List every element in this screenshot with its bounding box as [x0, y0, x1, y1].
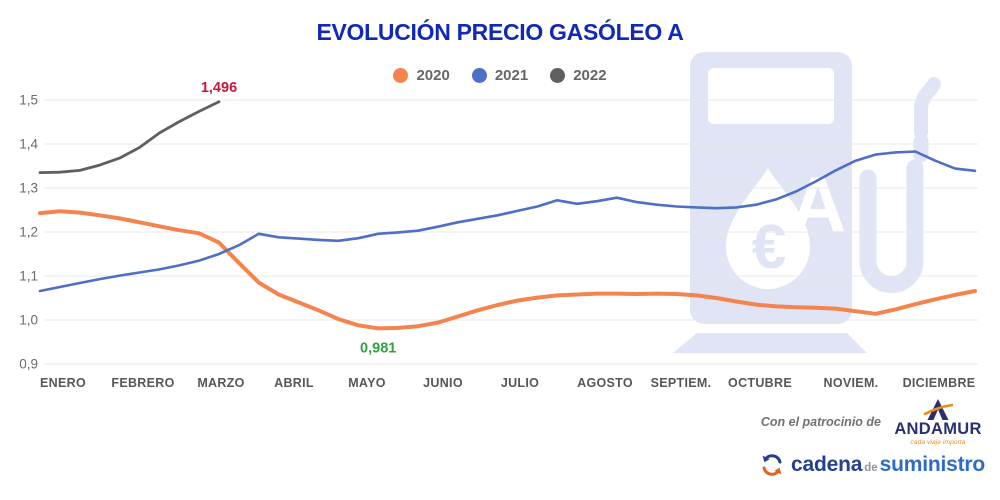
y-tick-label: 0,9: [19, 357, 38, 372]
legend-label-2021: 2021: [494, 67, 529, 84]
cadena-logo[interactable]: cadena de suministro: [760, 453, 985, 477]
legend-item-2022[interactable]: 2022: [550, 67, 607, 84]
suministro-word: suministro: [879, 453, 986, 476]
andamur-a-icon: [923, 399, 953, 420]
sponsor-row: Con el patrocinio de ANDAMUR cada viaje …: [761, 398, 985, 446]
de-word: de: [864, 462, 878, 474]
y-tick-label: 1,5: [19, 93, 38, 108]
x-tick-label: FEBRERO: [111, 376, 174, 390]
chart-title: EVOLUCIÓN PRECIO GASÓLEO A: [316, 19, 684, 45]
legend-label-2022: 2022: [573, 67, 607, 84]
pump-nozzle: [914, 77, 941, 139]
cadena-wordmark: cadena de suministro: [791, 453, 985, 477]
y-tick-label: 1,4: [19, 137, 38, 152]
x-tick-label: DICIEMBRE: [903, 376, 976, 390]
pump-screen: [708, 68, 834, 124]
annotation-max-label: 1,496: [201, 80, 237, 96]
y-tick-label: 1,1: [19, 269, 38, 284]
euro-symbol: €: [752, 213, 786, 282]
letter-a: A: [790, 160, 846, 248]
x-tick-label: MARZO: [197, 376, 244, 390]
x-tick-label: JUNIO: [423, 376, 463, 390]
andamur-tagline: cada viaje importa: [910, 439, 966, 447]
pump-hose: [859, 159, 924, 293]
annotation-min-label: 0,981: [360, 340, 396, 356]
pump-base: [673, 333, 867, 353]
andamur-wordmark: ANDAMUR: [894, 420, 982, 438]
legend-item-2021[interactable]: 2021: [471, 67, 529, 84]
x-tick-label: SEPTIEM.: [651, 376, 712, 390]
x-tick-label: MAYO: [348, 376, 386, 390]
legend-dot-2021: [471, 68, 487, 83]
cadena-word: cadena: [791, 453, 863, 476]
legend-dot-2020: [393, 68, 409, 83]
x-tick-label: ABRIL: [274, 376, 314, 390]
x-tick-label: ENERO: [40, 376, 86, 390]
series-line-2020: [38, 209, 977, 331]
series-line-2022: [38, 100, 221, 175]
legend-dot-2022: [550, 68, 566, 83]
andamur-logo[interactable]: ANDAMUR cada viaje importa: [891, 398, 985, 446]
legend-label-2020: 2020: [416, 67, 450, 84]
x-tick-label: AGOSTO: [577, 376, 633, 390]
y-tick-label: 1,3: [19, 181, 38, 196]
y-tick-label: 1,0: [19, 313, 38, 328]
patrocinio-text: Con el patrocinio de: [760, 415, 881, 430]
refresh-arrows-icon: [762, 454, 782, 476]
euro-droplet: [726, 168, 810, 289]
x-tick-label: NOVIEM.: [824, 376, 879, 390]
chart-legend: 2020 2021 2022: [0, 67, 1000, 84]
series-line-2021: [38, 150, 977, 293]
x-tick-label: OCTUBRE: [728, 376, 792, 390]
y-tick-label: 1,2: [19, 225, 38, 240]
legend-item-2020[interactable]: 2020: [393, 67, 450, 84]
x-tick-label: JULIO: [501, 376, 539, 390]
